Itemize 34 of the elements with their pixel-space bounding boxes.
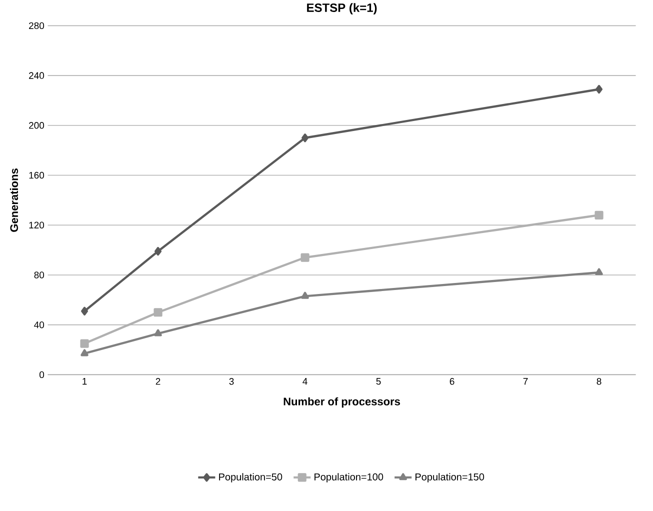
point [154, 308, 162, 317]
point [81, 307, 88, 316]
point [80, 339, 89, 348]
y-tick-label: 120 [29, 222, 44, 229]
point [301, 292, 309, 300]
point [300, 253, 310, 262]
legend-label: Population=50 [219, 473, 282, 483]
point [154, 247, 162, 256]
point [154, 329, 162, 336]
y-tick-label: 240 [29, 72, 44, 80]
legend-label: Population=150 [416, 473, 484, 483]
point [595, 268, 603, 276]
x-tick-label: 6 [450, 378, 454, 385]
x-tick-label: 1 [82, 378, 87, 385]
x-tick-label: 7 [523, 378, 528, 385]
point [594, 211, 604, 220]
y-tick-label: 40 [34, 322, 44, 328]
legend-label: Population=100 [314, 473, 384, 483]
y-tick-label: 0 [40, 372, 44, 378]
y-tick-label: 160 [29, 172, 44, 179]
point [302, 134, 309, 142]
x-axis-title: Number of processors [284, 398, 400, 408]
x-tick-label: 4 [302, 378, 308, 385]
x-tick-label: 8 [596, 378, 602, 385]
point [596, 85, 603, 94]
x-tick-label: 2 [156, 378, 160, 385]
x-tick-label: 3 [229, 378, 234, 385]
x-tick-label: 5 [376, 378, 381, 385]
y-tick-label: 280 [29, 22, 44, 30]
chart-title: ESTSP (k=1) [307, 3, 377, 15]
y-axis-title: Generations [10, 168, 18, 232]
point [80, 349, 88, 356]
y-tick-label: 80 [34, 272, 44, 279]
y-tick-label: 200 [29, 122, 44, 129]
